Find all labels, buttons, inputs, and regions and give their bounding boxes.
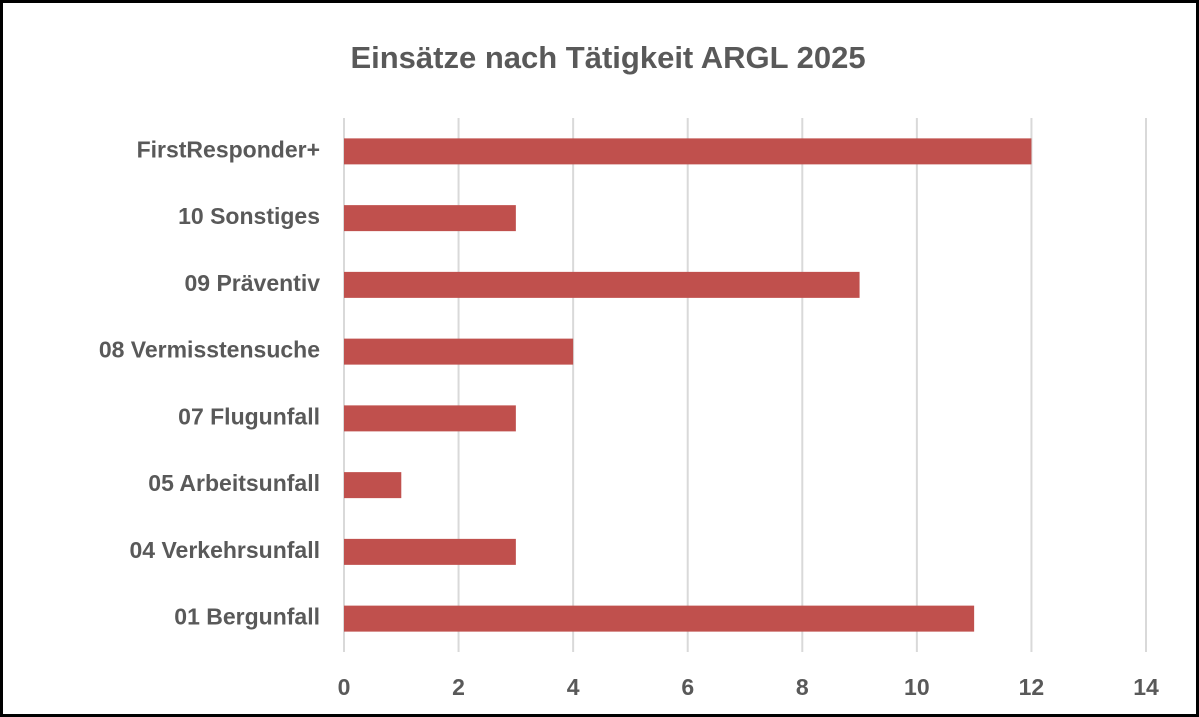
bar xyxy=(344,205,516,232)
y-tick-label: 10 Sonstiges xyxy=(178,203,320,229)
y-tick-label: 07 Flugunfall xyxy=(178,403,320,429)
bar xyxy=(344,538,516,565)
x-tick-label: 14 xyxy=(1133,674,1159,700)
x-tick-label: 4 xyxy=(567,674,580,700)
bar xyxy=(344,138,1032,165)
y-tick-label: 08 Vermisstensuche xyxy=(99,337,320,363)
chart-title: Einsätze nach Tätigkeit ARGL 2025 xyxy=(350,40,865,75)
bar xyxy=(344,472,402,499)
x-tick-label: 8 xyxy=(796,674,809,700)
y-tick-label: 05 Arbeitsunfall xyxy=(148,470,320,496)
bar xyxy=(344,605,975,632)
bar xyxy=(344,405,516,432)
x-tick-label: 10 xyxy=(904,674,930,700)
x-tick-label: 0 xyxy=(338,674,351,700)
y-tick-label: 04 Verkehrsunfall xyxy=(130,537,321,563)
y-tick-label: 09 Präventiv xyxy=(184,270,320,296)
bar xyxy=(344,338,574,365)
x-tick-label: 6 xyxy=(681,674,694,700)
y-tick-label: FirstResponder+ xyxy=(137,136,320,162)
x-tick-label: 2 xyxy=(452,674,465,700)
bar xyxy=(344,271,860,298)
y-tick-label: 01 Bergunfall xyxy=(174,604,320,630)
x-tick-label: 12 xyxy=(1019,674,1045,700)
